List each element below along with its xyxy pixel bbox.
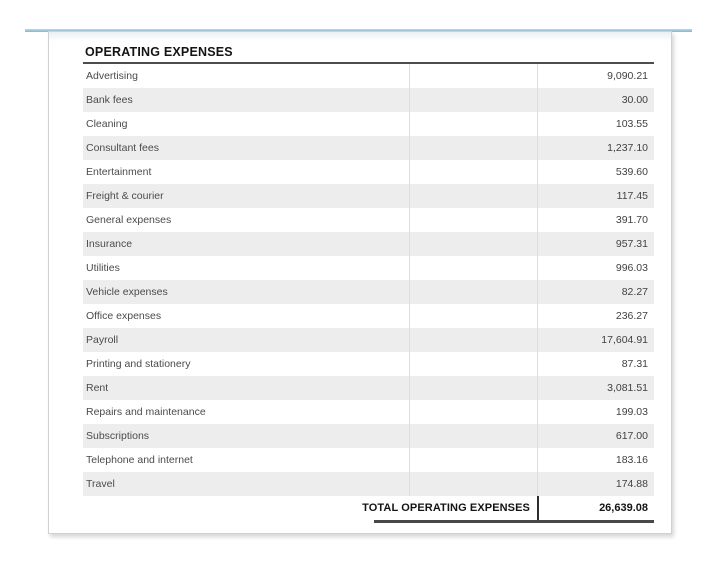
expense-value: 3,081.51	[607, 382, 648, 394]
total-underline	[374, 520, 654, 523]
row-middle-cell	[410, 352, 538, 376]
row-middle-cell	[410, 328, 538, 352]
expense-value: 174.88	[615, 478, 648, 490]
table-row: Cleaning 103.55	[83, 112, 654, 136]
expense-label: Freight & courier	[83, 184, 410, 208]
row-middle-cell	[410, 232, 538, 256]
table-row: Consultant fees 1,237.10	[83, 136, 654, 160]
row-middle-cell	[410, 424, 538, 448]
row-middle-cell	[410, 448, 538, 472]
expense-value: 30.00	[621, 94, 648, 106]
expense-label: Travel	[83, 472, 410, 496]
row-middle-cell	[410, 280, 538, 304]
table-row: Travel 174.88	[83, 472, 654, 496]
total-row: TOTAL OPERATING EXPENSES 26,639.08	[83, 496, 654, 520]
expense-label: Repairs and maintenance	[83, 400, 410, 424]
table-row: Vehicle expenses 82.27	[83, 280, 654, 304]
expense-value: 117.45	[616, 190, 648, 202]
expense-label: Consultant fees	[83, 136, 410, 160]
row-middle-cell	[410, 88, 538, 112]
row-middle-cell	[410, 136, 538, 160]
table-row: Office expenses 236.27	[83, 304, 654, 328]
table-row: Bank fees 30.00	[83, 88, 654, 112]
expense-label: Telephone and internet	[83, 448, 410, 472]
row-middle-cell	[410, 256, 538, 280]
expense-value: 996.03	[615, 262, 648, 274]
table-row: Freight & courier 117.45	[83, 184, 654, 208]
total-divider-bar	[537, 496, 539, 520]
expense-label: Entertainment	[83, 160, 410, 184]
expense-label: Advertising	[83, 64, 410, 88]
row-middle-cell	[410, 400, 538, 424]
row-middle-cell	[410, 376, 538, 400]
expense-value: 87.31	[621, 358, 648, 370]
row-middle-cell	[410, 472, 538, 496]
report-card: OPERATING EXPENSES Advertising 9,090.21 …	[48, 31, 672, 534]
expense-label: General expenses	[83, 208, 410, 232]
expense-label: Insurance	[83, 232, 410, 256]
row-middle-cell	[410, 112, 538, 136]
expense-rows: Advertising 9,090.21 Bank fees 30.00 Cle…	[83, 64, 654, 496]
expense-label: Bank fees	[83, 88, 410, 112]
expense-value: 17,604.91	[601, 334, 648, 346]
row-middle-cell	[410, 160, 538, 184]
expense-value: 539.60	[615, 166, 648, 178]
expense-value: 9,090.21	[607, 70, 648, 82]
expense-value: 199.03	[615, 406, 648, 418]
table-row: Repairs and maintenance 199.03	[83, 400, 654, 424]
row-middle-cell	[410, 304, 538, 328]
expense-label: Rent	[83, 376, 410, 400]
table-row: Telephone and internet 183.16	[83, 448, 654, 472]
table-row: Printing and stationery 87.31	[83, 352, 654, 376]
total-label: TOTAL OPERATING EXPENSES	[362, 502, 530, 514]
expense-label: Office expenses	[83, 304, 410, 328]
top-accent-line	[25, 29, 692, 32]
table-row: Utilities 996.03	[83, 256, 654, 280]
expense-label: Vehicle expenses	[83, 280, 410, 304]
table-row: Insurance 957.31	[83, 232, 654, 256]
expense-label: Printing and stationery	[83, 352, 410, 376]
table-row: Subscriptions 617.00	[83, 424, 654, 448]
total-value: 26,639.08	[599, 502, 648, 514]
expense-value: 236.27	[615, 310, 648, 322]
expense-label: Subscriptions	[83, 424, 410, 448]
section-title: OPERATING EXPENSES	[85, 45, 233, 59]
row-middle-cell	[410, 64, 538, 88]
expense-value: 1,237.10	[607, 142, 648, 154]
table-row: Advertising 9,090.21	[83, 64, 654, 88]
expense-value: 103.55	[615, 118, 648, 130]
expense-label: Payroll	[83, 328, 410, 352]
row-middle-cell	[410, 208, 538, 232]
expense-value: 82.27	[621, 286, 648, 298]
row-middle-cell	[410, 184, 538, 208]
header-rule	[83, 62, 654, 64]
expense-value: 183.16	[615, 454, 648, 466]
expense-value: 957.31	[615, 238, 648, 250]
expense-value: 391.70	[615, 214, 648, 226]
expense-label: Utilities	[83, 256, 410, 280]
table-row: General expenses 391.70	[83, 208, 654, 232]
expense-value: 617.00	[615, 430, 648, 442]
table-row: Entertainment 539.60	[83, 160, 654, 184]
table-row: Rent 3,081.51	[83, 376, 654, 400]
expense-label: Cleaning	[83, 112, 410, 136]
operating-expenses-report: OPERATING EXPENSES Advertising 9,090.21 …	[83, 32, 654, 523]
table-row: Payroll 17,604.91	[83, 328, 654, 352]
